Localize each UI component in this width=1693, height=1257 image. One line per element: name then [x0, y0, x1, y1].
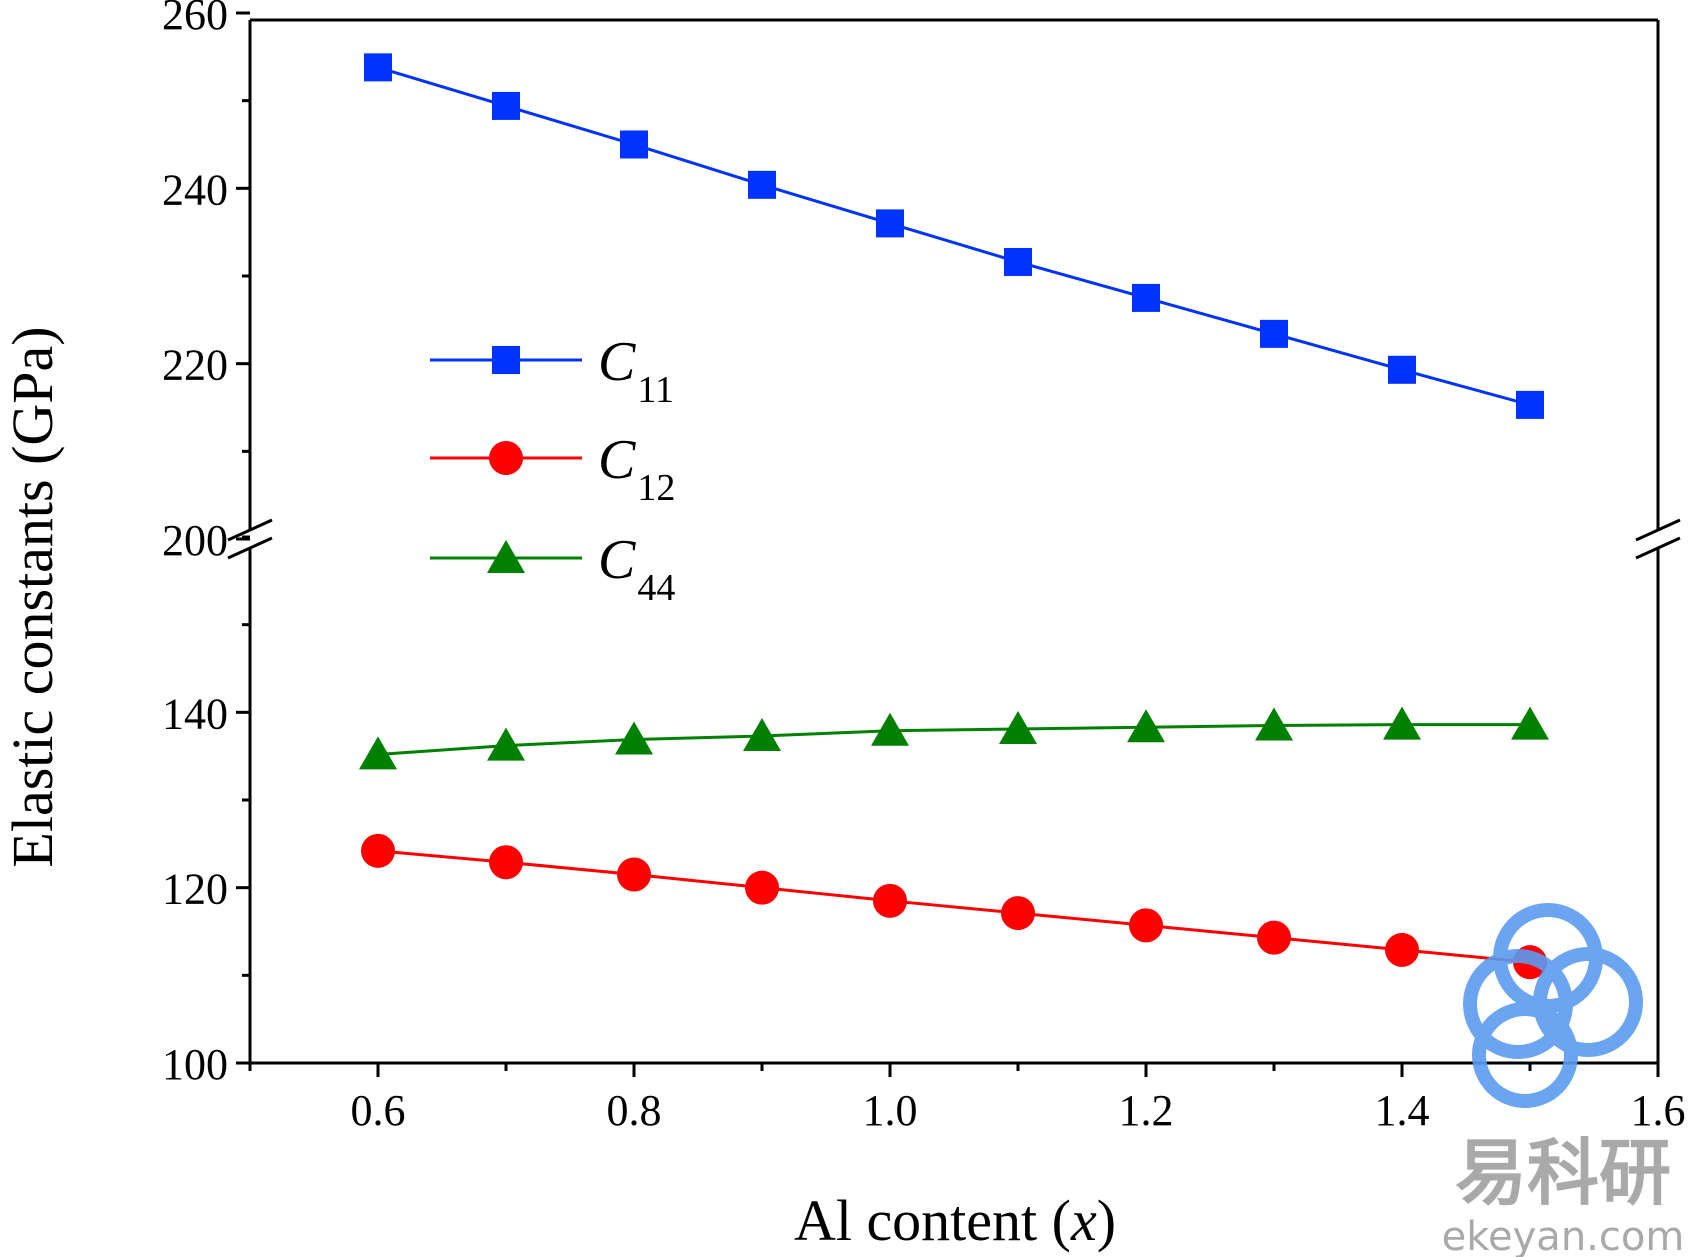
data-point-C12-2: [617, 857, 651, 892]
x-tick-label-0.8: 0.8: [607, 1086, 662, 1135]
data-point-C44-4: [871, 712, 909, 746]
x-tick-label-1.0: 1.0: [863, 1086, 918, 1135]
legend-label-C44: C44: [598, 529, 675, 609]
series-C11: [364, 53, 1544, 419]
data-point-C11-9: [1516, 390, 1544, 419]
y-tick-label-140: 140: [162, 689, 228, 738]
y-axis-break-right-b: [1635, 536, 1681, 560]
x-tick-label-0.6: 0.6: [351, 1086, 406, 1135]
legend-marker-C11: [492, 346, 520, 374]
y-axis-break-left-a: [227, 518, 273, 542]
data-point-C11-3: [748, 170, 776, 199]
ekeyan-watermark: 易科研 ekeyan.com: [1442, 903, 1685, 1257]
data-point-C12-0: [361, 833, 395, 868]
data-point-C44-7: [1255, 707, 1293, 741]
y-tick-label-240: 240: [162, 165, 228, 214]
series-layer: [359, 53, 1549, 980]
data-point-C11-4: [876, 209, 904, 238]
data-point-C12-6: [1129, 908, 1163, 943]
y-tick-label-120: 120: [162, 865, 228, 914]
data-point-C12-3: [745, 870, 779, 905]
y-axis-break-right-a: [1635, 518, 1681, 542]
y-tick-label-200: 200: [162, 516, 228, 565]
data-point-C44-0: [359, 736, 397, 770]
series-C44: [359, 706, 1549, 770]
legend-marker-C44: [487, 540, 525, 573]
data-point-C11-2: [620, 130, 648, 159]
data-point-C11-0: [364, 53, 392, 82]
data-point-C11-7: [1260, 319, 1288, 348]
data-point-C44-8: [1383, 706, 1421, 740]
watermark-chinese: 易科研: [1455, 1131, 1671, 1215]
legend-label-C12: C12: [598, 429, 675, 509]
axis-titles: Al content (x) Elastic constants (GPa): [0, 326, 1116, 1253]
y-tick-label-100: 100: [162, 1040, 228, 1089]
data-point-C44-2: [615, 721, 653, 755]
data-point-C12-4: [873, 883, 907, 918]
x-tick-label-1.2: 1.2: [1119, 1086, 1174, 1135]
legend-marker-C12: [489, 441, 523, 475]
x-tick-label-1.4: 1.4: [1375, 1086, 1430, 1135]
legend: C11 C12 C44: [430, 331, 675, 609]
data-point-C11-5: [1004, 247, 1032, 276]
legend-label-C11: C11: [598, 331, 674, 411]
series-line-C11: [377, 65, 1531, 407]
y-axis-title: Elastic constants (GPa): [0, 326, 65, 867]
data-point-C12-1: [489, 845, 523, 880]
data-point-C12-5: [1001, 896, 1035, 931]
data-point-C44-6: [1127, 709, 1165, 743]
y-tick-label-260: 260: [162, 0, 228, 39]
y-tick-label-220: 220: [162, 341, 228, 390]
watermark-domain: ekeyan.com: [1442, 1214, 1685, 1257]
y-axis-break-left-b: [227, 536, 273, 560]
series-line-C44: [377, 723, 1530, 756]
data-point-C44-9: [1511, 706, 1549, 740]
data-point-C12-8: [1385, 932, 1419, 967]
data-point-C11-8: [1388, 355, 1416, 384]
data-point-C11-1: [492, 91, 520, 120]
data-point-C11-6: [1132, 283, 1160, 312]
data-point-C12-7: [1257, 920, 1291, 955]
x-axis-title: Al content (x): [794, 1188, 1116, 1253]
series-line-C12: [377, 849, 1531, 964]
data-point-C44-3: [743, 718, 781, 752]
series-C12: [361, 833, 1547, 980]
ekeyan-logo-icon: [1463, 903, 1643, 1108]
data-point-C44-1: [487, 727, 525, 761]
data-point-C44-5: [999, 710, 1037, 744]
axes-layer: 0.6 0.8 1.0 1.2 1.4 1.6 100 120 140 200 220 240 260: [162, 0, 1686, 1135]
x-tick-label-1.6: 1.6: [1631, 1086, 1686, 1135]
